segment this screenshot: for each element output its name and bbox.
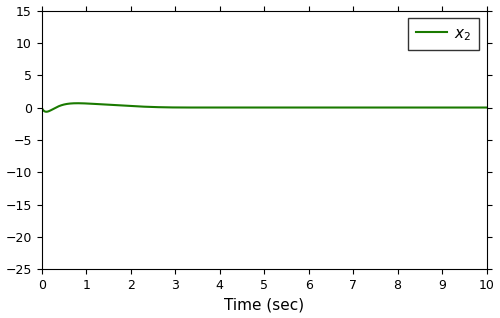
Legend: $x_2$: $x_2$ (408, 18, 479, 50)
X-axis label: Time (sec): Time (sec) (224, 297, 304, 313)
